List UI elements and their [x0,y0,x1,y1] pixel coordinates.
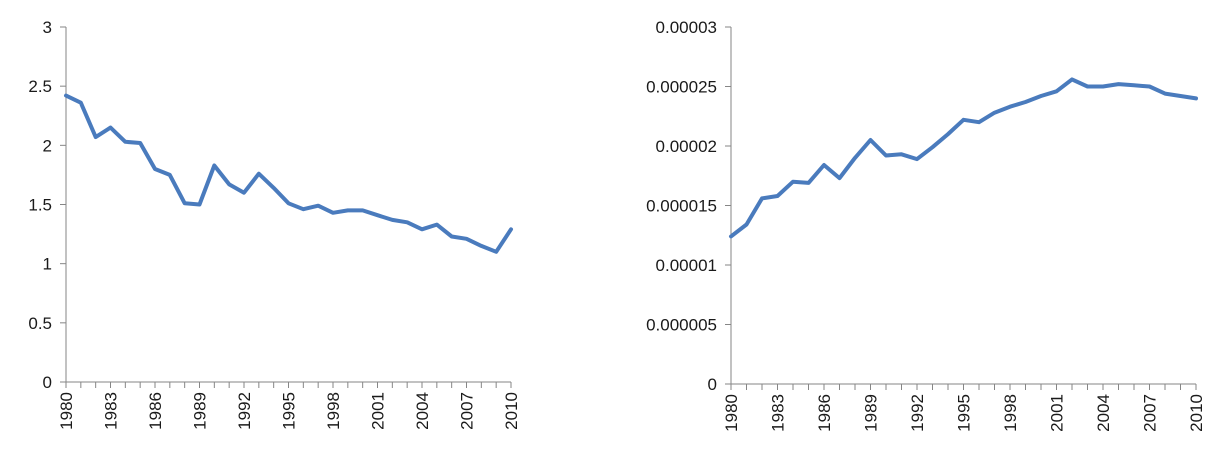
x-tick-label: 1998 [1001,394,1020,432]
x-tick-label: 1983 [102,392,121,430]
chart-left-svg: 0 0.5 1 1.5 2 2.5 3 1980 1983 1986 1989 1992 1995 199… [28,18,521,430]
chart-left: 0 0.5 1 1.5 2 2.5 3 1980 1983 1986 1989 1992 1995 199… [0,0,560,453]
x-tick-label: 1980 [722,394,741,432]
x-tick-label: 1998 [324,392,343,430]
y-tick-label: 0.00001 [656,256,717,275]
y-tick-label: 0.000025 [646,78,717,97]
x-tick-label: 1995 [280,392,299,430]
chart-right: 0 0.000005 0.00001 0.000015 0.00002 0.000025 0… [600,0,1206,453]
y-tick-label: 0.00003 [656,18,717,37]
x-tick-label: 1983 [769,394,788,432]
x-tick-label: 1989 [191,392,210,430]
x-tick-label: 2001 [1048,394,1067,432]
x-tick-label: 1995 [955,394,974,432]
y-tick-label: 0.000005 [646,316,717,335]
x-tick-label: 2004 [1094,394,1113,432]
y-tick-label: 1 [43,255,52,274]
x-tick-label: 1992 [908,394,927,432]
chart-right-svg: 0 0.000005 0.00001 0.000015 0.00002 0.000025 0… [646,18,1206,432]
x-tick-label: 1989 [862,394,881,432]
x-tick-label: 2007 [458,392,477,430]
x-tick-label: 1980 [57,392,76,430]
x-tick-label: 2007 [1141,394,1160,432]
x-tick-label: 1986 [146,392,165,430]
x-tick-label: 2001 [369,392,388,430]
y-tick-label: 0.000015 [646,197,717,216]
series-line [729,77,1198,239]
y-tick-label: 2 [43,136,52,155]
y-tick-label: 0.5 [28,314,52,333]
x-tick-label: 1992 [235,392,254,430]
series-line [64,93,513,254]
x-tick-label: 2004 [413,392,432,430]
y-tick-label: 0.00002 [656,137,717,156]
y-tick-label: 1.5 [28,196,52,215]
y-tick-label: 0 [43,373,52,392]
y-tick-label: 3 [43,18,52,37]
y-tick-label: 0 [708,375,717,394]
x-tick-label: 2010 [502,392,521,430]
x-tick-label: 2010 [1187,394,1206,432]
y-tick-label: 2.5 [28,77,52,96]
x-tick-label: 1986 [815,394,834,432]
